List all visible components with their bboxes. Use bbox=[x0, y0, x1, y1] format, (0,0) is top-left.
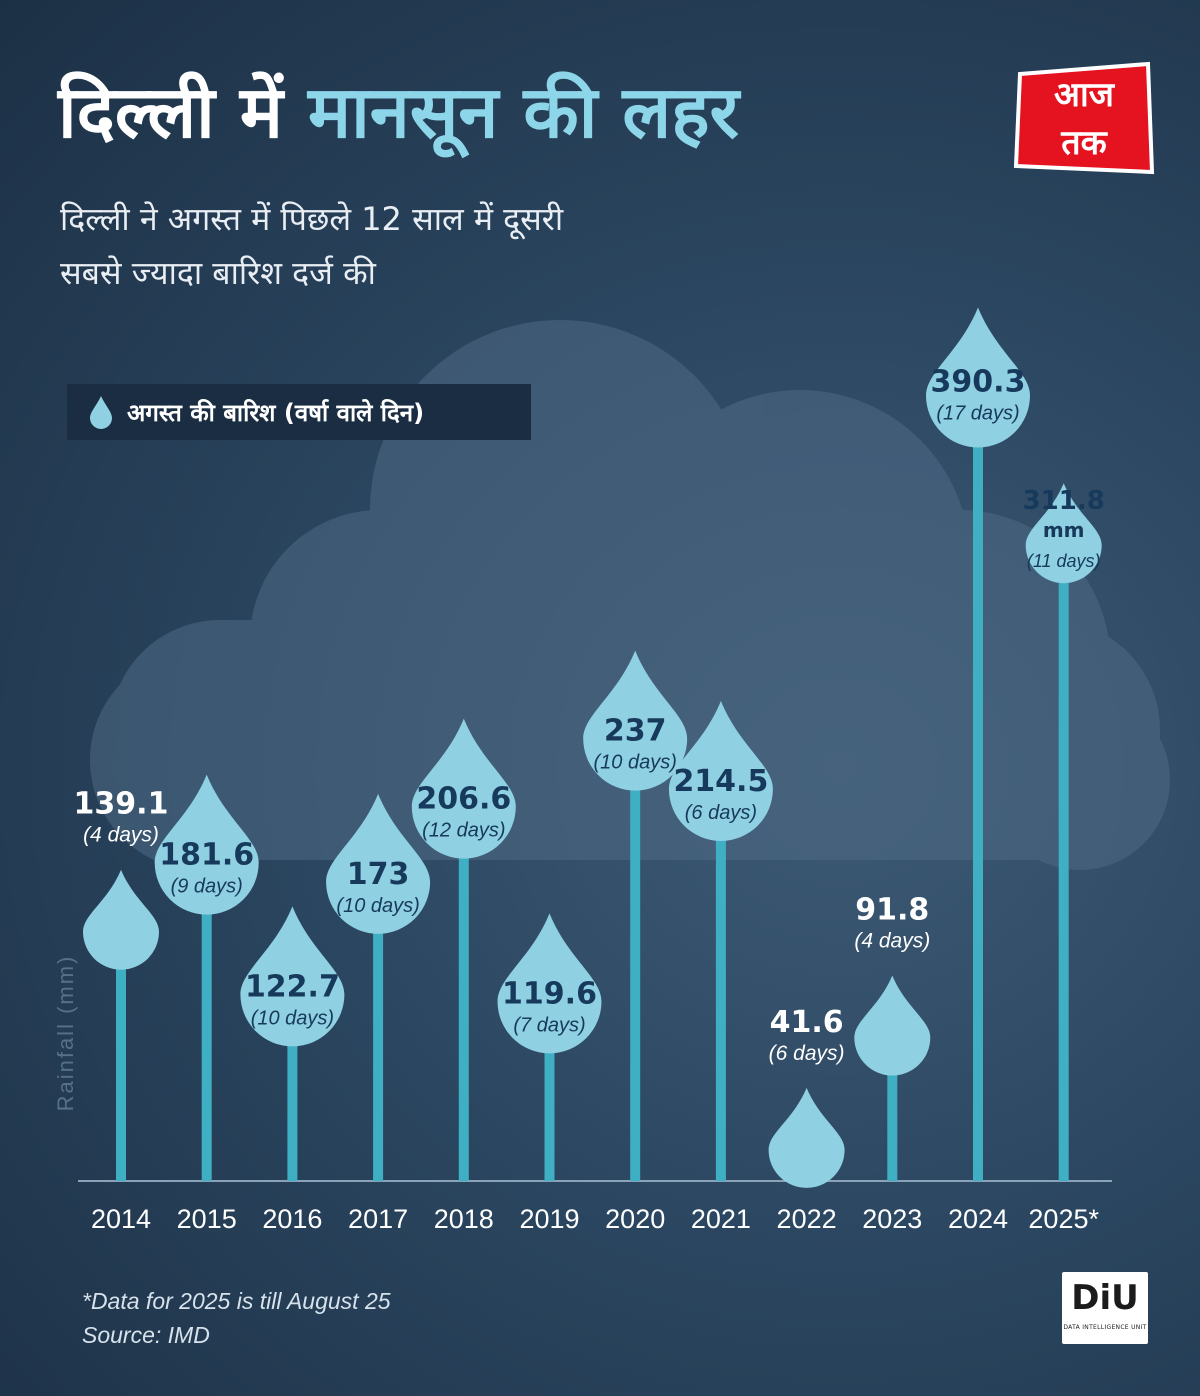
rainfall-stem bbox=[116, 965, 126, 1181]
data-value-label: 122.7 bbox=[245, 969, 340, 1004]
diu-logo: DiU DATA INTELLIGENCE UNIT bbox=[1062, 1272, 1148, 1344]
rainfall-drop bbox=[668, 700, 773, 841]
data-days-label: (10 days) bbox=[251, 1007, 334, 1029]
data-days-label: (6 days) bbox=[769, 1042, 845, 1065]
rainfall-stem bbox=[201, 910, 212, 1181]
rainfall-drop bbox=[497, 913, 602, 1054]
rainfall-stem bbox=[973, 443, 983, 1181]
rainfall-drop bbox=[768, 1087, 845, 1188]
title-part-2: मानसून की लहर bbox=[308, 70, 739, 154]
rainfall-stem bbox=[458, 854, 469, 1181]
rainfall-drop bbox=[854, 975, 931, 1076]
x-tick-label: 2019 bbox=[519, 1204, 579, 1234]
x-tick-label: 2024 bbox=[948, 1204, 1008, 1234]
subtitle: दिल्ली ने अगस्त में पिछले 12 साल में दूस… bbox=[60, 192, 760, 300]
footnote-note: *Data for 2025 is till August 25 bbox=[82, 1288, 391, 1314]
x-tick-label: 2020 bbox=[605, 1204, 665, 1234]
data-value-label: 237 bbox=[604, 714, 667, 749]
data-value-label: 91.8 bbox=[855, 893, 929, 928]
x-tick-label: 2015 bbox=[177, 1204, 237, 1234]
data-days-label: (10 days) bbox=[336, 895, 419, 917]
x-tick-label: 2014 bbox=[91, 1204, 151, 1234]
rainfall-stem bbox=[1058, 579, 1069, 1181]
legend-label: अगस्त की बारिश (वर्षा वाले दिन) bbox=[127, 398, 425, 427]
diu-logo-text: DiU bbox=[1071, 1278, 1139, 1318]
data-value-label: 390.3 bbox=[931, 365, 1026, 400]
rainfall-drop bbox=[240, 906, 345, 1047]
legend: अगस्त की बारिश (वर्षा वाले दिन) bbox=[67, 384, 531, 440]
data-days-label: (11 days) bbox=[1027, 551, 1101, 571]
logo-line-1: आज bbox=[1054, 75, 1114, 115]
data-days-label: (4 days) bbox=[854, 930, 930, 953]
rainfall-drop bbox=[1025, 483, 1102, 584]
x-tick-label: 2023 bbox=[862, 1204, 922, 1234]
data-days-label: (4 days) bbox=[83, 824, 159, 847]
page-title: दिल्ली में मानसून की लहर bbox=[58, 62, 739, 162]
rainfall-drop bbox=[583, 650, 688, 791]
x-tick-label: 2016 bbox=[262, 1204, 322, 1234]
footnote-source: Source: IMD bbox=[82, 1322, 210, 1348]
subtitle-line-1: दिल्ली ने अगस्त में पिछले 12 साल में दूस… bbox=[60, 200, 564, 238]
x-tick-label: 2021 bbox=[691, 1204, 751, 1234]
rainfall-drop bbox=[926, 307, 1030, 448]
rainfall-stem bbox=[544, 1049, 555, 1181]
data-days-label: (7 days) bbox=[513, 1014, 585, 1036]
data-days-label: (17 days) bbox=[936, 403, 1019, 425]
data-days-label: (10 days) bbox=[594, 752, 677, 774]
footnote: *Data for 2025 is till August 25 Source:… bbox=[82, 1284, 391, 1352]
x-tick-label: 2022 bbox=[777, 1204, 837, 1234]
aajtak-logo-shape bbox=[1013, 61, 1155, 175]
data-value-label: 173 bbox=[347, 857, 410, 892]
data-unit-label: mm bbox=[1043, 518, 1085, 542]
data-days-label: (12 days) bbox=[422, 820, 505, 842]
x-tick-label: 2017 bbox=[348, 1204, 408, 1234]
rainfall-stem bbox=[287, 1042, 298, 1181]
aajtak-logo: आज तक bbox=[1012, 60, 1156, 178]
rainfall-stem bbox=[373, 929, 384, 1181]
title-part-1: दिल्ली में bbox=[58, 70, 283, 154]
data-days-label: (9 days) bbox=[171, 876, 243, 898]
data-days-label: (6 days) bbox=[685, 802, 757, 824]
rainfall-stem bbox=[630, 786, 641, 1181]
data-value-label: 139.1 bbox=[74, 787, 169, 822]
x-tick-label: 2025* bbox=[1028, 1204, 1099, 1234]
data-value-label: 119.6 bbox=[502, 976, 597, 1011]
subtitle-line-2: सबसे ज्यादा बारिश दर्ज की bbox=[60, 254, 376, 292]
rainfall-drop bbox=[411, 718, 516, 859]
diu-logo-subtext: DATA INTELLIGENCE UNIT bbox=[1063, 1324, 1147, 1331]
data-value-label: 214.5 bbox=[673, 764, 768, 799]
rainfall-drop bbox=[83, 869, 159, 970]
x-tick-label: 2018 bbox=[434, 1204, 494, 1234]
rainfall-stem bbox=[715, 836, 726, 1181]
data-value-label: 41.6 bbox=[770, 1005, 844, 1040]
rainfall-drop bbox=[326, 793, 431, 934]
data-value-label: 311.8 bbox=[1023, 486, 1105, 516]
rainfall-stem bbox=[887, 1071, 898, 1181]
data-value-label: 206.6 bbox=[416, 782, 511, 817]
rainfall-drop bbox=[154, 774, 259, 915]
logo-line-2: तक bbox=[1061, 123, 1107, 163]
raindrop-icon bbox=[90, 396, 112, 429]
data-value-label: 181.6 bbox=[159, 838, 254, 873]
